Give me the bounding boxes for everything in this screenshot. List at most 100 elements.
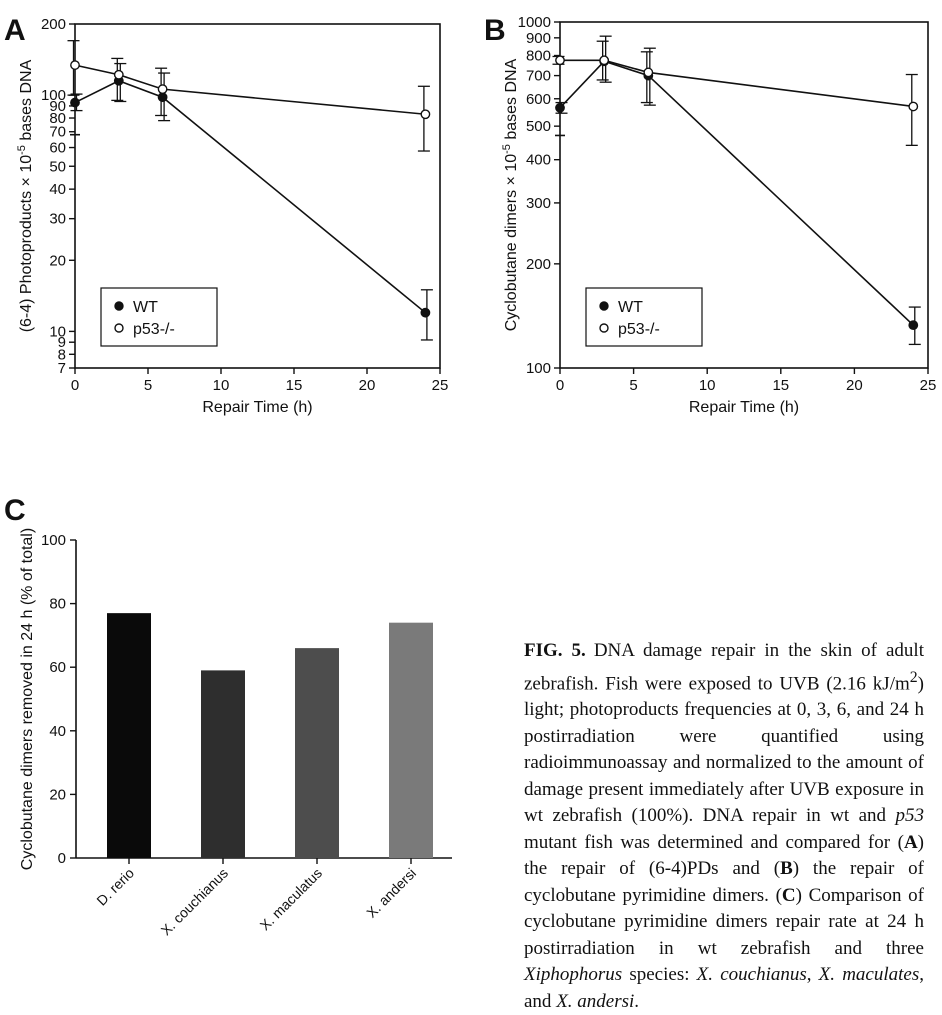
y-tick-label: 90 — [49, 98, 66, 115]
x-tick-label: 15 — [286, 377, 303, 394]
legend-box — [100, 287, 218, 347]
caption-text: species: — [622, 964, 697, 986]
x-tick-label: 5 — [629, 377, 637, 394]
y-tick-label: 8 — [58, 346, 66, 363]
y-tick-label: 40 — [49, 181, 66, 198]
y-tick-label: 50 — [49, 158, 66, 175]
y-tick-label: 200 — [41, 16, 66, 33]
caption-text: ) light; photoproducts frequencies at 0,… — [524, 672, 924, 827]
data-point — [157, 92, 168, 103]
y-tick-label: 600 — [526, 91, 551, 108]
legend-marker — [114, 301, 124, 311]
data-point — [113, 69, 124, 80]
series-line-0 — [74, 79, 426, 314]
category-label: X. andersi — [363, 865, 419, 921]
x-tick-label: 25 — [920, 377, 937, 394]
y-tick-label: 800 — [526, 48, 551, 65]
data-point — [599, 55, 610, 66]
bar-1 — [201, 670, 245, 858]
caption-text: , — [806, 964, 819, 986]
caption-text: ) Comparison of cyclobutane pyrimidine d… — [524, 884, 924, 959]
caption-text: ) the repair of cyclobutane pyrimidine d… — [524, 858, 924, 906]
y-tick-label: 200 — [526, 256, 551, 273]
x-tick-label: 5 — [144, 377, 152, 394]
y-tick-label: 100 — [526, 360, 551, 377]
caption-text: mutant fish was determined and compared … — [524, 831, 904, 853]
bar-0 — [107, 613, 151, 858]
legend-marker — [599, 323, 609, 333]
data-point — [157, 84, 168, 95]
panel-letter-c: C — [4, 494, 26, 527]
y-tick-label: 80 — [49, 110, 66, 127]
category-label: X. maculatus — [257, 865, 326, 934]
y-axis-title: Cyclobutane dimers × 10-5 bases DNA — [501, 58, 520, 331]
y-tick-label: 500 — [526, 118, 551, 135]
y-tick-label: 900 — [526, 30, 551, 47]
figure-caption: FIG. 5. DNA damage repair in the skin of … — [524, 638, 924, 1015]
category-label: X. couchianus — [158, 865, 232, 939]
y-tick-label: 80 — [49, 596, 66, 613]
x-tick-label: 10 — [213, 377, 230, 394]
caption-italic: Xiphophorus — [524, 964, 623, 986]
legend-marker — [599, 301, 609, 311]
legend-label: WT — [618, 299, 643, 316]
x-tick-label: 20 — [846, 377, 863, 394]
legend-box — [585, 287, 703, 347]
x-axis-title: Repair Time (h) — [689, 399, 799, 416]
legend-marker — [114, 323, 124, 333]
y-tick-label: 1000 — [518, 14, 551, 31]
legend-label: p53-/- — [618, 321, 660, 338]
caption-italic: X. couchianus — [696, 964, 807, 986]
series-line-1 — [74, 64, 426, 116]
x-tick-label: 10 — [699, 377, 716, 394]
y-tick-label: 10 — [49, 323, 66, 340]
data-point — [70, 60, 80, 70]
data-point — [555, 55, 565, 66]
x-axis-title: Repair Time (h) — [202, 399, 312, 416]
data-point — [420, 307, 431, 318]
category-label: D. rerio — [93, 865, 137, 909]
bar-3 — [389, 622, 433, 858]
series-line-1 — [560, 59, 914, 108]
x-tick-label: 25 — [432, 377, 449, 394]
caption-figure-label: FIG. 5. — [524, 640, 586, 661]
y-axis-title: Cyclobutane dimers removed in 24 h (% of… — [19, 528, 36, 870]
panel-letter-b: B — [484, 14, 506, 47]
y-tick-label: 9 — [58, 334, 66, 351]
y-tick-label: 60 — [49, 659, 66, 676]
x-tick-label: 20 — [359, 377, 376, 394]
caption-bold: B — [780, 858, 793, 880]
bar-2 — [295, 648, 339, 858]
x-tick-label: 15 — [772, 377, 789, 394]
y-tick-label: 40 — [49, 723, 66, 740]
chart-panel-c: 0 20 40 60 80 100 Cyclobutane dimers removed i… — [19, 528, 452, 939]
y-tick-label: 20 — [49, 252, 66, 269]
y-tick-label: 20 — [49, 786, 66, 803]
y-tick-label: 70 — [49, 124, 66, 141]
data-point — [555, 102, 565, 113]
legend-label: WT — [133, 299, 158, 316]
caption-italic: X. maculates — [818, 964, 920, 986]
y-tick-label: 100 — [41, 87, 66, 104]
plot-frame — [559, 21, 929, 369]
y-tick-label: 7 — [58, 360, 66, 377]
y-tick-label: 60 — [49, 140, 66, 157]
data-point — [908, 320, 919, 331]
caption-italic: X. andersi — [556, 990, 635, 1012]
y-tick-label: 300 — [526, 195, 551, 212]
y-tick-label: 0 — [58, 850, 66, 867]
caption-superscript: 2 — [909, 668, 918, 686]
data-point — [908, 101, 919, 112]
x-tick-label: 0 — [71, 377, 79, 394]
y-tick-label: 30 — [49, 211, 66, 228]
caption-text: ) the repair of (6-4)PDs and ( — [524, 831, 924, 880]
y-axis-title: (6-4) Photoproducts × 10-5 bases DNA — [16, 59, 35, 332]
plot-frame — [74, 23, 441, 369]
data-point — [643, 67, 654, 78]
y-tick-label: 700 — [526, 68, 551, 85]
data-point — [420, 109, 431, 120]
data-point — [70, 97, 80, 108]
